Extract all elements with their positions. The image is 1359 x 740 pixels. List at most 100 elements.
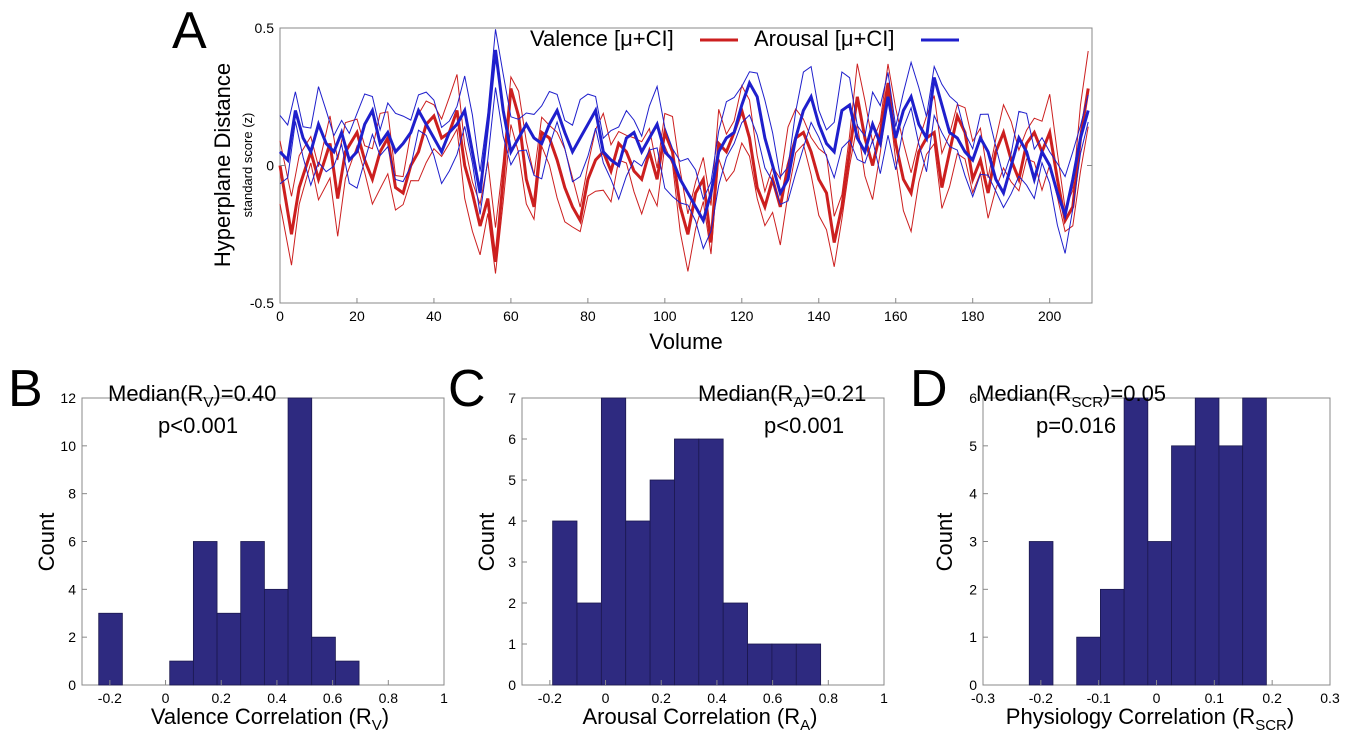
histogram-bar-d	[1028, 541, 1054, 686]
x-tick-label-b: -0.2	[98, 690, 122, 706]
histogram-bar-c	[576, 602, 602, 686]
x-axis-label-c: Arousal Correlation (RA)	[583, 704, 818, 734]
annotation-median-c-prefix: Median(R	[698, 381, 793, 406]
x-tick-label-b: 0.2	[211, 690, 231, 706]
histogram-bar-c	[674, 438, 700, 686]
x-tick-label-b: 0.8	[379, 690, 399, 706]
panel-letter-a: A	[172, 2, 207, 60]
mean-line-valence	[278, 82, 1090, 262]
annotation-median-b-prefix: Median(R	[108, 381, 203, 406]
y-tick-label-c: 2	[508, 595, 516, 611]
histogram-bar-b	[240, 541, 265, 686]
ci-upper-arousal	[279, 29, 1089, 201]
y-axis-label-d: Count	[932, 513, 957, 572]
x-tick-label-d: 0.3	[1320, 690, 1340, 706]
x-tick-label-a: 160	[884, 308, 908, 324]
y-tick-label-d: 2	[969, 581, 977, 597]
histogram-bar-c	[600, 397, 627, 686]
y-tick-label-b: 2	[68, 629, 76, 645]
x-tick-label-c: 0.6	[763, 690, 783, 706]
x-tick-label-d: 0	[1153, 690, 1161, 706]
y-tick-label-d: 4	[969, 486, 977, 502]
x-tick-label-d: 0.1	[1205, 690, 1225, 706]
histogram-bar-b	[311, 636, 336, 686]
x-tick-label-c: 0.2	[651, 690, 671, 706]
ci-lower-valence	[279, 94, 1089, 274]
annotation-p-d: p=0.016	[1036, 413, 1116, 438]
x-axis-label-b-sub: V	[372, 717, 382, 734]
histogram-bar-b	[192, 541, 218, 686]
annotation-p-c: p<0.001	[764, 413, 844, 438]
histogram-bar-b	[169, 660, 194, 686]
histogram-bar-c	[649, 479, 675, 686]
y-axis-label-b: Count	[34, 513, 59, 572]
y-axis-sublabel-a: standard score (z)	[240, 113, 255, 218]
mean-line-arousal	[278, 49, 1090, 225]
annotation-median-d-prefix: Median(R	[976, 381, 1071, 406]
annotation-median-c-suffix: )=0.21	[803, 381, 866, 406]
y-tick-label-b: 10	[60, 438, 76, 454]
histogram-bar-d	[1171, 445, 1196, 686]
annotation-median-b: Median(RV)=0.40	[108, 381, 276, 411]
y-tick-label-c: 0	[508, 677, 516, 693]
x-tick-label-c: 1	[880, 690, 888, 706]
y-tick-label-a: 0	[266, 158, 274, 174]
x-axis-label-b-text: Valence Correlation (R	[151, 704, 372, 729]
y-axis-label-a: Hyperplane Distance	[210, 63, 235, 267]
y-tick-label-b: 12	[60, 390, 76, 406]
x-tick-label-a: 60	[503, 308, 519, 324]
annotation-p-b: p<0.001	[158, 413, 238, 438]
legend-label-arousal: Arousal [μ+CI]	[754, 26, 894, 51]
y-tick-label-b: 4	[68, 581, 76, 597]
y-tick-label-c: 1	[508, 636, 516, 652]
x-tick-label-b: 0.6	[323, 690, 343, 706]
histogram-bar-c	[698, 438, 724, 686]
x-axis-label-d-text: Physiology Correlation (R	[1006, 704, 1255, 729]
x-tick-label-d: -0.3	[971, 690, 995, 706]
y-tick-label-c: 4	[508, 513, 516, 529]
y-tick-label-d: 5	[969, 438, 977, 454]
x-tick-label-a: 100	[653, 308, 677, 324]
y-tick-label-b: 0	[68, 677, 76, 693]
line-chart-a: 0 20 40 60 80 100 120 140 160 180 200 -0.500.5 Vol…	[210, 20, 1093, 354]
y-tick-label-a: -0.5	[250, 295, 274, 311]
x-tick-label-c: 0.4	[707, 690, 727, 706]
x-axis-label-d-end: )	[1287, 704, 1294, 729]
y-tick-label-c: 5	[508, 472, 516, 488]
histogram-bar-d	[1194, 397, 1220, 686]
x-axis-label-b-end: )	[382, 704, 389, 729]
x-tick-label-a: 40	[426, 308, 442, 324]
y-axis-label-c: Count	[474, 513, 499, 572]
legend-a: Valence [μ+CI] Arousal [μ+CI]	[530, 26, 959, 51]
x-tick-label-a: 140	[807, 308, 831, 324]
histogram-c: -0.2 0 0.2 0.4 0.6 0.8 1 0 1 2 3 4 5 6 7 Count Arousa…	[474, 381, 888, 734]
x-axis-label-d: Physiology Correlation (RSCR)	[1006, 704, 1294, 734]
histogram-bar-d	[1076, 636, 1101, 686]
histogram-bar-d	[1100, 588, 1125, 686]
histogram-bar-b	[334, 660, 360, 686]
histogram-b: -0.2 0 0.2 0.4 0.6 0.8 1 0 2 4 6 8 10 12 Count Valen…	[34, 381, 448, 734]
annotation-median-b-suffix: )=0.40	[213, 381, 276, 406]
y-tick-label-b: 8	[68, 486, 76, 502]
histogram-bar-c	[771, 643, 797, 686]
x-tick-label-c: 0.8	[819, 690, 839, 706]
panel-letter-b: B	[8, 360, 43, 418]
x-tick-label-c: -0.2	[538, 690, 562, 706]
y-tick-label-c: 7	[508, 390, 516, 406]
annotation-median-d: Median(RSCR)=0.05	[976, 381, 1166, 411]
histogram-bar-c	[722, 602, 748, 686]
x-tick-label-c: 0	[602, 690, 610, 706]
x-axis-label-d-sub: SCR	[1255, 717, 1287, 734]
x-tick-label-b: 0	[162, 690, 170, 706]
x-axis-label-c-text: Arousal Correlation (R	[583, 704, 801, 729]
x-axis-label-a: Volume	[649, 329, 722, 354]
histogram-bar-c	[795, 643, 822, 686]
ci-lower-arousal	[279, 87, 1089, 254]
x-axis-label-b: Valence Correlation (RV)	[151, 704, 389, 734]
histogram-d: -0.3 -0.2 -0.1 0 0.1 0.2 0.3 0 1 2 3 4 5 6 Count Phy…	[932, 381, 1340, 734]
x-tick-label-d: -0.2	[1029, 690, 1053, 706]
histogram-bar-c	[747, 643, 773, 686]
histogram-bar-b	[287, 397, 313, 686]
legend-label-valence: Valence [μ+CI]	[530, 26, 674, 51]
